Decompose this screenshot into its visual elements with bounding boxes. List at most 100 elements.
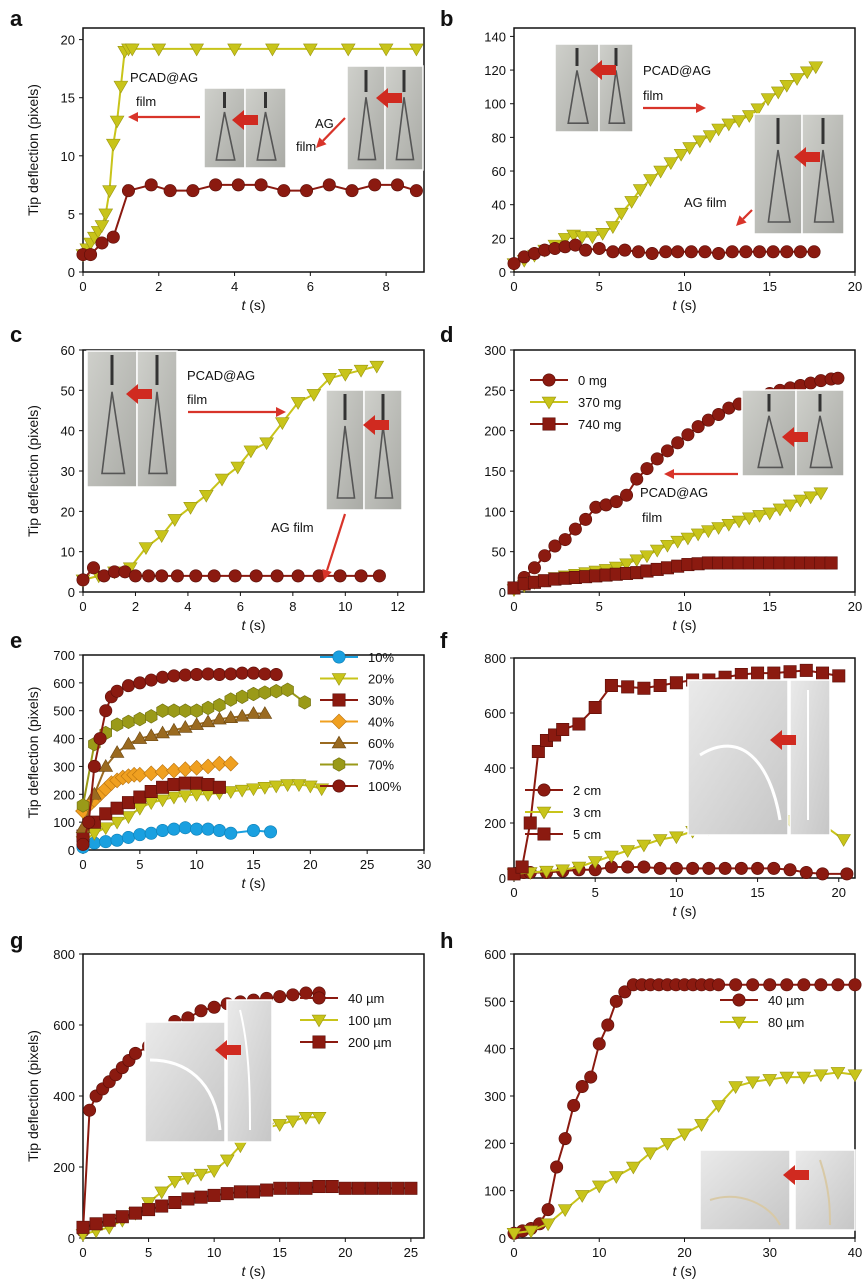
data-point (246, 706, 261, 719)
data-point (94, 220, 110, 233)
x-tick-label: 6 (237, 599, 244, 614)
y-tick-label: 600 (484, 947, 506, 962)
inset-photo (598, 43, 634, 133)
legend: 40 µm 80 µm (720, 993, 804, 1030)
data-point (95, 236, 109, 250)
inset-photo (144, 1021, 226, 1143)
data-point (224, 692, 237, 707)
data-point (247, 686, 260, 702)
direction-arrow-icon (126, 384, 152, 404)
data-point (340, 43, 356, 57)
data-point (224, 667, 238, 681)
data-point (281, 682, 294, 697)
data-point (588, 700, 602, 714)
data-point (249, 569, 263, 583)
data-point (409, 184, 423, 198)
data-point (264, 825, 278, 839)
data-point (767, 666, 781, 680)
data-point (605, 221, 621, 234)
y-tick-label: 50 (492, 545, 506, 560)
data-point (591, 1180, 607, 1194)
legend-label: 40% (368, 715, 394, 730)
data-point (193, 1168, 209, 1182)
data-point (682, 142, 697, 155)
y-tick-label: 10 (61, 545, 75, 560)
pointer-arrow (664, 469, 738, 479)
direction-arrow-icon (363, 415, 389, 435)
legend: 2 cm 3 cm 5 cm (525, 783, 601, 842)
data-point (166, 791, 182, 805)
data-point (779, 79, 795, 93)
legend-label: 60% (368, 736, 394, 751)
data-point (223, 710, 239, 723)
data-point (155, 794, 170, 808)
data-point (181, 1192, 195, 1206)
data-point (99, 835, 113, 849)
data-point (832, 669, 846, 683)
data-point (280, 779, 295, 792)
legend-item: 3 cm (525, 805, 601, 820)
data-point (167, 669, 181, 683)
data-point (338, 1181, 352, 1195)
panel-label: e (10, 628, 22, 653)
data-point (167, 1175, 183, 1189)
series-1 (506, 1067, 863, 1241)
direction-arrow-icon (770, 730, 796, 750)
data-point (177, 720, 193, 733)
data-point (298, 695, 311, 710)
series-2 (76, 1180, 418, 1234)
panel-label: f (440, 628, 448, 653)
x-axis-label-var: t (241, 1263, 246, 1279)
y-tick-label: 400 (484, 761, 506, 776)
direction-arrow-icon (232, 110, 258, 130)
annotation-text: AG film (684, 195, 727, 210)
data-point (799, 865, 813, 879)
data-point (167, 822, 181, 836)
x-axis-label-unit: (s) (245, 1263, 265, 1279)
data-point (541, 1203, 555, 1217)
y-tick-label: 0 (499, 1231, 506, 1246)
film-strip (819, 1159, 831, 1226)
x-tick-label: 0 (79, 1245, 86, 1260)
data-point (212, 780, 226, 794)
data-point (302, 780, 318, 794)
data-point (110, 717, 124, 732)
data-point (624, 196, 639, 209)
data-point (652, 834, 668, 847)
data-point (780, 978, 794, 992)
series-2 (507, 556, 838, 595)
data-point (760, 93, 776, 107)
y-tick-label: 700 (53, 648, 75, 663)
legend-marker (332, 693, 346, 707)
x-axis-label: t (s) (672, 903, 696, 919)
data-point (189, 569, 203, 583)
data-point (653, 165, 668, 179)
x-tick-label: 30 (763, 1245, 777, 1260)
data-point (620, 845, 636, 858)
data-point (178, 776, 192, 790)
data-point (133, 676, 147, 690)
data-point (121, 796, 135, 810)
data-point (767, 861, 781, 875)
data-point (557, 233, 573, 246)
data-point (163, 184, 177, 198)
data-point (254, 178, 268, 192)
data-point (285, 1115, 301, 1129)
data-point (711, 522, 726, 535)
data-point (170, 569, 184, 583)
data-point (190, 776, 204, 790)
data-point (604, 850, 619, 864)
data-point (620, 488, 634, 502)
data-point (212, 667, 226, 681)
film-strip (699, 744, 782, 821)
legend-item: 0 mg (530, 373, 607, 388)
panel-g: g 0 5 10 15 20 25 0 200 400 600 800 t (s) Tip deflect… (10, 928, 425, 1279)
legend-label: 80 µm (768, 1015, 804, 1030)
series-1 (76, 561, 386, 587)
data-point (637, 681, 651, 695)
data-point (189, 43, 205, 57)
data-point (98, 759, 114, 772)
data-point (789, 73, 805, 86)
data-point (629, 554, 645, 568)
